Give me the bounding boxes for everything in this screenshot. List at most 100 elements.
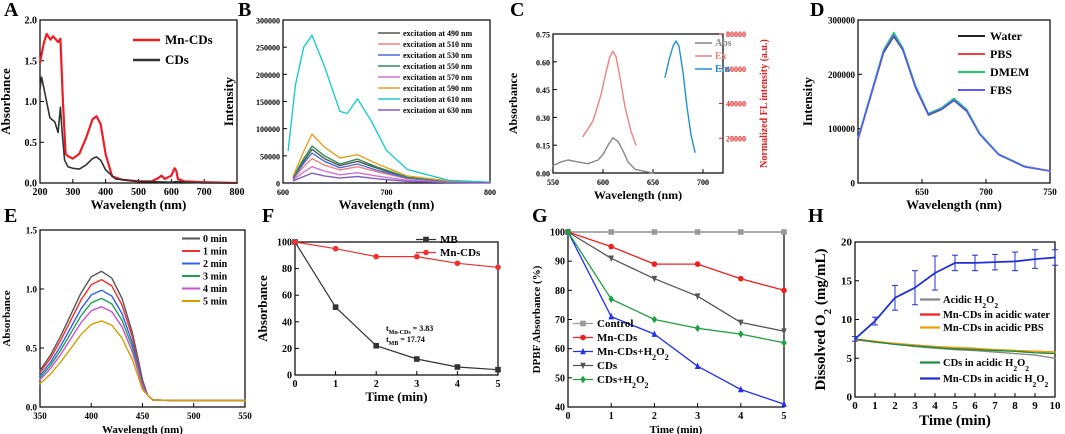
x-tick-label: 800 — [484, 188, 496, 197]
x-tick-label: 2 — [652, 411, 657, 422]
legend-label: Mn-CDs — [165, 32, 213, 47]
x-tick-label: 5 — [496, 379, 501, 390]
x-tick-label: 5 — [782, 411, 787, 422]
y-tick-label: 0.00 — [536, 170, 550, 179]
panel-letter-d: D — [810, 0, 824, 21]
data-point — [781, 339, 787, 347]
x-tick-label: 550 — [547, 178, 559, 187]
data-point — [495, 264, 501, 271]
series-line — [292, 152, 491, 184]
legend-label: excitation at 530 nm — [403, 51, 472, 60]
y-tick-label: 100 — [550, 228, 565, 239]
series-water — [857, 35, 1051, 172]
series-line — [287, 34, 491, 183]
y-tick-label: 1.0 — [26, 285, 38, 295]
series-pbs — [857, 33, 1051, 172]
chart-f: 0 1 2 3 4 5 0 20 40 60 80 100 Time (min) Absorbance MB… — [255, 234, 501, 404]
text-run: H — [974, 295, 982, 306]
y-axis-label: Dissolved O2 (mg/mL) — [813, 248, 834, 390]
subscript: 2 — [645, 381, 649, 390]
text-run: CDs — [597, 360, 618, 372]
data-point — [738, 229, 744, 235]
y-tick-label: 0.60 — [536, 58, 550, 67]
x-tick-label: 500 — [187, 411, 201, 421]
x-tick-label: 650 — [647, 178, 659, 187]
y-tick-label: 40 — [555, 403, 565, 414]
series-line — [567, 231, 785, 291]
y-axis-label: Absorbance — [0, 68, 13, 135]
legend-marker — [423, 249, 429, 256]
x-tick-label: 700 — [381, 188, 393, 197]
data-point — [738, 275, 744, 282]
data-point — [414, 253, 420, 260]
data-point — [373, 342, 379, 349]
legend-label: Em — [715, 64, 731, 75]
y-tick-label: 250000 — [256, 44, 280, 53]
data-point — [454, 364, 461, 370]
legend-label: CDs — [165, 52, 189, 67]
annotation-base: t — [386, 335, 389, 344]
series-line — [292, 133, 491, 184]
x-tick-label: 400 — [98, 187, 113, 198]
x-tick-label: 600 — [277, 188, 289, 197]
annotation: tMn-CDs = 3.83 — [386, 324, 433, 336]
text-run: CDs in acidic — [943, 358, 1005, 369]
series-line — [294, 241, 499, 268]
legend-label: MB — [440, 234, 458, 246]
y-axis-label: Intensity — [221, 76, 236, 126]
data-point — [738, 319, 744, 327]
subscript: 2 — [1025, 364, 1029, 373]
text-run: Mn-CDs in acidic — [943, 374, 1024, 385]
x-tick-label: 3 — [695, 411, 700, 422]
x-tick-label: 9 — [1032, 400, 1038, 412]
y-tick-label: 10 — [841, 314, 853, 326]
x-tick-label: 750 — [1043, 187, 1057, 197]
legend-label: CDs — [597, 360, 618, 372]
x-tick-label: 1 — [872, 400, 878, 412]
x-tick-label: 5 — [952, 400, 958, 412]
x-tick-label: 4 — [932, 400, 938, 412]
panel-letter-f: F — [262, 205, 274, 227]
data-point — [781, 328, 787, 335]
annotation-base: t — [386, 324, 389, 333]
y-tick-label: 100 — [277, 238, 292, 249]
panel-letter-c: C — [510, 0, 524, 21]
x-tick-label: 600 — [597, 178, 609, 187]
data-point — [608, 229, 614, 235]
data-point — [738, 330, 744, 338]
y-tick-label: 0.30 — [536, 114, 550, 123]
series-mn-cds — [38, 32, 239, 185]
legend-label: excitation at 570 nm — [403, 73, 472, 82]
y-tick-label: 50 — [555, 373, 565, 384]
chart-e: 350 400 450 500 550 0.0 0.5 1.0 1.5 Wavelength (n… — [1, 226, 252, 434]
panel-letter-a: A — [4, 0, 19, 21]
x-tick-label: 200 — [33, 187, 48, 198]
y-tick-label: 0.0 — [26, 403, 38, 413]
y-tick-label: 0.5 — [25, 138, 38, 149]
chart-g: 0 1 2 3 4 5 40 50 60 70 80 90 100 Time (min) DPBF Abso… — [531, 228, 787, 434]
data-point — [608, 255, 614, 263]
y-axis-label: Absorbance — [506, 72, 520, 134]
y-right-tick-label: 40000 — [726, 100, 746, 109]
legend-label: 5 min — [203, 297, 228, 308]
x-axis-label: Wavelength (nm) — [906, 197, 1002, 212]
data-point — [651, 261, 658, 267]
text-run: O — [1017, 358, 1025, 369]
series-line — [39, 320, 246, 402]
text-run: H — [1024, 374, 1032, 385]
series-abs — [552, 137, 654, 174]
chart-c: 550 600 650 700 0.00 0.15 0.30 0.45 0.60 0.75 Wave… — [506, 30, 770, 202]
text-run: H — [644, 346, 653, 358]
x-tick-label: 2 — [374, 379, 379, 390]
y-tick-label: 1.5 — [25, 56, 38, 67]
y-axis-label: Intensity — [800, 76, 815, 126]
x-axis-label: Wavelength (nm) — [594, 188, 682, 202]
y-right-tick-label: 60000 — [726, 65, 746, 74]
series-em — [664, 40, 696, 153]
subscript: 2 — [994, 301, 998, 310]
panel-letter-g: G — [532, 205, 548, 227]
data-point — [781, 287, 787, 294]
y-tick-label: 5 — [847, 353, 853, 365]
text-run: O — [1036, 374, 1044, 385]
legend-label: excitation at 490 nm — [403, 29, 472, 38]
